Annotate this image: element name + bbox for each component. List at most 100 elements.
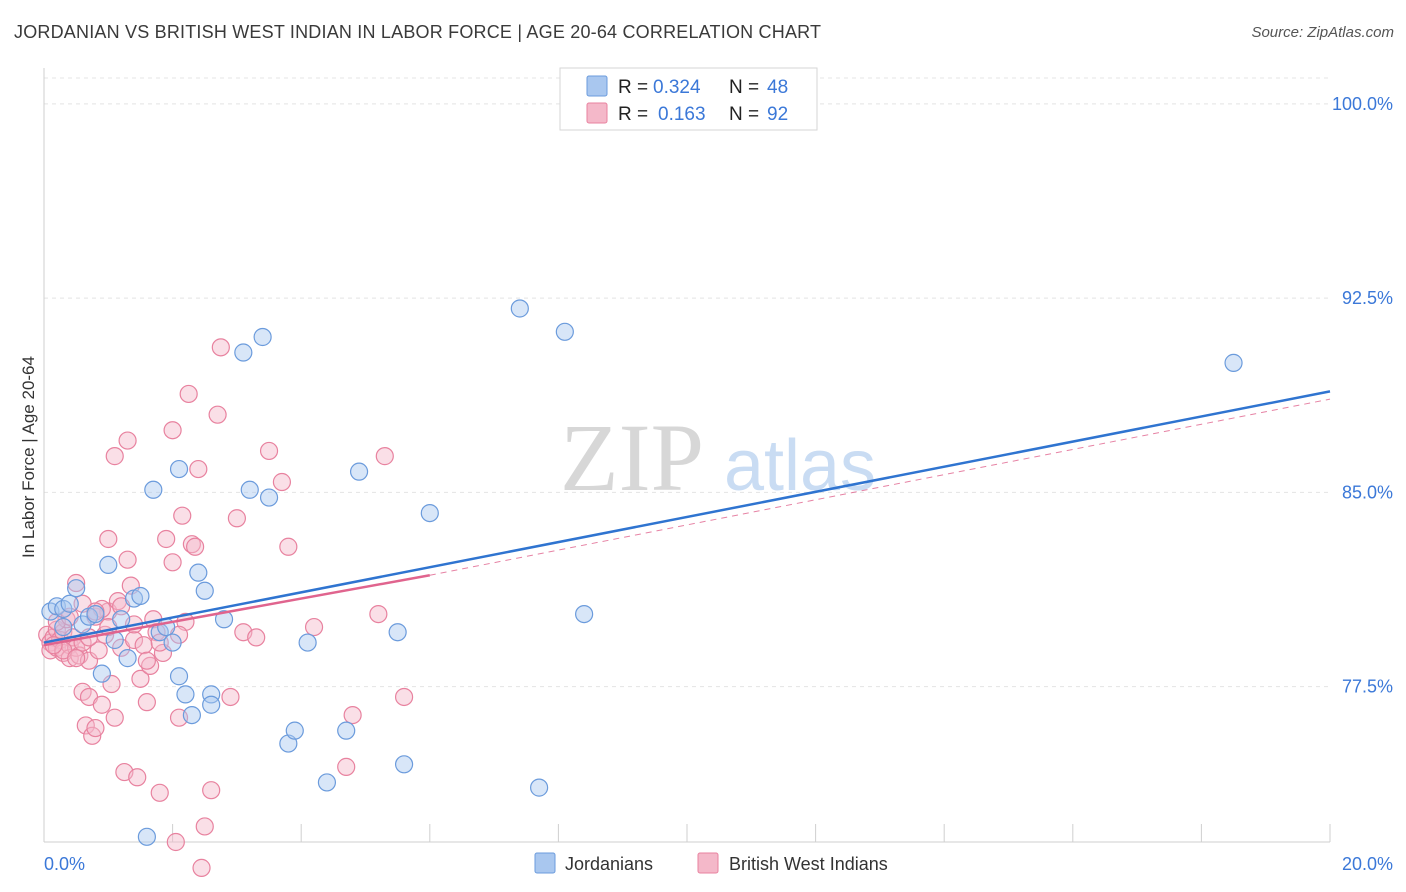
grid-layer (44, 77, 1330, 688)
x-tick-label: 0.0% (44, 854, 85, 874)
stats-legend-swatch-pink (586, 102, 608, 124)
jordanians-point (388, 623, 407, 642)
british-west-indians-point (272, 472, 292, 492)
x-tick-label: 20.0% (1342, 854, 1393, 874)
jordanians-point (182, 705, 201, 725)
jordanians-point (67, 579, 86, 598)
british-west-indians-point (186, 537, 205, 556)
british-west-indians-point (157, 529, 176, 549)
y-tick-label: 85.0% (1342, 482, 1393, 502)
legend-label-jordanians: Jordanians (565, 854, 653, 874)
british-west-indians-point (202, 781, 221, 800)
british-west-indians-point (163, 421, 182, 440)
jordanians-point (214, 610, 234, 629)
jordanians-point (163, 633, 182, 652)
jordanians-point (394, 755, 414, 774)
stats-legend-r-value-blue: 0.324 (653, 77, 701, 98)
british-west-indians-point (89, 641, 108, 660)
y-axis-label: In Labor Force | Age 20-64 (19, 356, 38, 558)
jordanians-point (137, 827, 156, 846)
british-west-indians-point (150, 633, 169, 652)
british-west-indians-point (67, 573, 86, 593)
british-west-indians-point (166, 832, 185, 852)
british-west-indians-point (86, 718, 105, 738)
british-west-indians-point (128, 768, 147, 787)
british-west-indians-point (92, 695, 111, 714)
british-west-indians-point (105, 447, 124, 466)
british-west-indians-point (105, 708, 124, 727)
british-west-indians-point (375, 447, 394, 466)
british-west-indians-point (150, 783, 169, 802)
stats-legend: R = 0.324 N = 48 R = 0.163 N = 92 (559, 67, 818, 131)
jordanians-point (202, 685, 221, 704)
jordanians-point (555, 322, 574, 341)
jordanians-point (349, 462, 369, 481)
british-west-indians-point (208, 405, 227, 424)
jordanians-point (131, 586, 150, 606)
stats-legend-r-label-pink: R = (618, 104, 648, 125)
british-west-indians-point (67, 649, 86, 668)
jordanians-point (144, 480, 163, 499)
british-west-indians-point (118, 550, 137, 569)
y-tick-label: 100.0% (1332, 94, 1393, 114)
british-west-indians-point (394, 687, 414, 707)
british-west-indians-point (211, 338, 230, 357)
jordanians-point (118, 649, 137, 668)
jordanians-point (298, 633, 317, 652)
jordanians-point (317, 773, 337, 792)
jordanians-point (60, 594, 79, 613)
jordanians-point (202, 695, 221, 714)
jordanians-point (99, 555, 118, 574)
legend-label-british-west-indians: British West Indians (729, 854, 888, 874)
british-west-indians-point (140, 656, 160, 675)
jordanians-point (420, 503, 439, 523)
jordanians-point (54, 617, 73, 637)
jordanians-point (530, 778, 549, 797)
british-west-indians-trend-line (43, 574, 431, 647)
jordanians-point (510, 299, 529, 318)
british-west-indians-point (137, 693, 156, 712)
british-west-indians-point (189, 459, 208, 479)
british-west-indians-point (304, 617, 324, 637)
stats-legend-n-value-pink: 92 (767, 104, 788, 125)
stats-legend-swatch-blue (586, 75, 608, 97)
british-west-indians-point (195, 817, 214, 836)
british-west-indians-point (182, 535, 201, 554)
british-west-indians-point (99, 529, 118, 549)
british-west-indians-point (259, 441, 279, 461)
british-west-indians-point (179, 384, 198, 404)
jordanians-point (337, 721, 356, 740)
chart-title: JORDANIAN VS BRITISH WEST INDIAN IN LABO… (14, 22, 822, 42)
watermark: ZIP atlas (560, 404, 876, 511)
british-west-indians-trend-extension (429, 398, 1331, 576)
stats-legend-r-label-blue: R = (618, 77, 648, 98)
watermark-zip: ZIP (560, 404, 704, 511)
jordanians-point (195, 581, 214, 600)
jordanians-point (259, 488, 279, 507)
british-west-indians-point (221, 687, 240, 707)
y-tick-label: 92.5% (1342, 288, 1393, 308)
british-west-indians-point (163, 553, 182, 572)
trend-layer (43, 390, 1331, 647)
british-west-indians-point (343, 705, 362, 725)
legend-swatch-jordanians (534, 852, 556, 874)
british-west-indians-point (118, 431, 137, 450)
jordanians-point (86, 604, 105, 624)
british-west-indians-point (173, 506, 192, 525)
jordanians-point (169, 667, 189, 686)
jordanians-point (169, 459, 189, 479)
stats-legend-n-label-pink: N = (729, 104, 759, 125)
stats-legend-r-value-pink: 0.163 (658, 104, 706, 125)
british-west-indians-point (134, 636, 153, 655)
jordanians-point (253, 327, 272, 347)
axis-layer: 100.0% 92.5% 85.0% 77.5% 0.0% 20.0% (43, 68, 1393, 874)
jordanians-point (176, 685, 195, 704)
british-west-indians-point (247, 628, 266, 647)
jordanians-point (92, 664, 111, 683)
jordanians-point (575, 604, 594, 624)
jordanians-point (285, 721, 304, 740)
british-west-indians-point (227, 509, 246, 528)
bottom-legend: Jordanians British West Indians (534, 852, 888, 874)
british-west-indians-point (131, 669, 150, 688)
legend-swatch-british-west-indians (697, 852, 719, 874)
